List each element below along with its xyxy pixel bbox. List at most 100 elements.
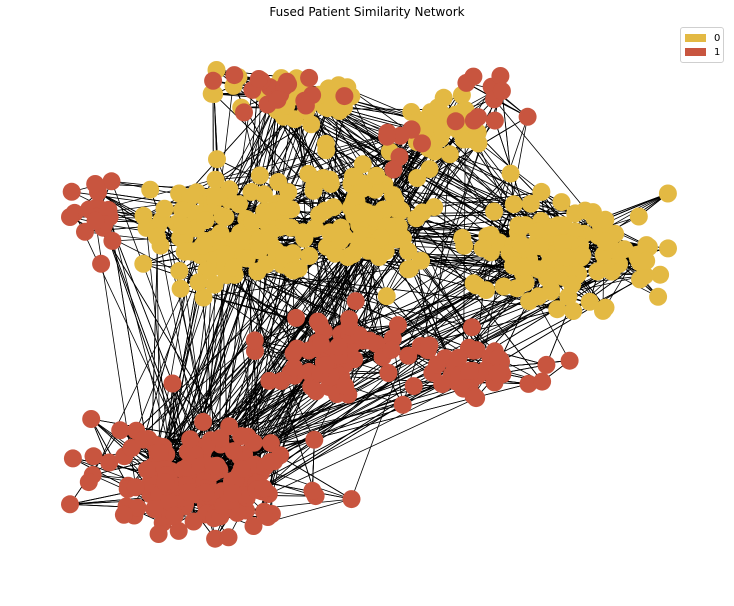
node-class-1	[463, 318, 481, 337]
node-class-0	[261, 224, 280, 243]
legend-label-0: 0	[714, 32, 721, 44]
node-class-1	[335, 87, 354, 106]
node-class-0	[428, 98, 447, 117]
node-class-0	[189, 273, 208, 292]
node-class-0	[279, 183, 298, 202]
node-class-1	[206, 529, 225, 548]
node-class-0	[305, 177, 324, 196]
node-class-0	[216, 208, 235, 227]
node-class-0	[170, 262, 189, 280]
node-class-0	[594, 245, 613, 264]
node-class-1	[181, 430, 200, 449]
node-class-1	[537, 355, 556, 374]
node-class-1	[519, 374, 538, 393]
node-class-0	[141, 180, 160, 199]
node-class-0	[196, 232, 215, 250]
node-class-0	[230, 195, 249, 214]
node-class-0	[408, 169, 427, 187]
node-class-1	[340, 317, 359, 336]
node-class-1	[219, 528, 238, 547]
node-class-1	[305, 430, 324, 449]
node-class-1	[489, 349, 508, 368]
node-class-0	[367, 166, 386, 185]
node-class-1	[232, 427, 251, 446]
node-class-1	[61, 495, 79, 514]
node-class-1	[460, 361, 479, 380]
node-class-0	[208, 150, 226, 169]
node-class-1	[160, 492, 178, 511]
node-class-1	[254, 479, 273, 498]
node-class-1	[393, 395, 412, 414]
node-class-1	[518, 107, 537, 126]
node-class-0	[316, 201, 335, 220]
edge	[400, 135, 430, 346]
edge	[254, 321, 319, 341]
node-class-0	[351, 204, 370, 223]
node-class-0	[494, 277, 513, 296]
node-class-0	[250, 166, 269, 185]
node-class-1	[232, 460, 251, 478]
node-class-1	[316, 356, 335, 375]
node-class-0	[209, 187, 228, 206]
node-class-1	[287, 308, 306, 327]
node-class-1	[261, 452, 280, 471]
node-class-0	[528, 222, 547, 241]
node-class-1	[79, 473, 98, 492]
node-class-1	[296, 96, 315, 115]
edge	[442, 131, 543, 233]
node-class-1	[384, 160, 403, 179]
node-class-0	[596, 210, 615, 229]
node-class-0	[243, 213, 262, 232]
node-class-0	[501, 164, 520, 183]
node-class-0	[659, 239, 677, 258]
node-class-0	[257, 255, 276, 274]
node-class-1	[285, 358, 303, 377]
node-class-0	[509, 216, 528, 235]
node-class-0	[173, 216, 192, 235]
node-class-0	[242, 182, 261, 201]
node-class-0	[473, 239, 492, 258]
node-class-0	[206, 170, 225, 189]
edge	[216, 261, 570, 467]
node-class-1	[138, 460, 156, 479]
node-class-0	[360, 237, 379, 256]
node-class-1	[220, 417, 239, 436]
node-class-1	[163, 374, 182, 393]
node-class-1	[382, 340, 401, 359]
node-class-0	[563, 275, 582, 294]
node-class-1	[111, 421, 130, 440]
node-class-1	[342, 490, 361, 509]
node-class-0	[420, 160, 439, 179]
node-class-0	[658, 184, 677, 203]
node-class-1	[464, 341, 483, 360]
node-class-1	[491, 67, 510, 85]
node-class-0	[529, 260, 547, 279]
edge	[268, 397, 477, 495]
edge	[325, 102, 543, 382]
node-class-1	[102, 172, 121, 191]
edge	[154, 383, 443, 445]
node-class-1	[420, 336, 439, 355]
node-class-0	[216, 245, 235, 264]
node-class-0	[629, 207, 648, 226]
node-class-1	[312, 334, 330, 353]
node-class-1	[196, 483, 215, 502]
node-class-0	[467, 276, 486, 295]
node-class-1	[92, 254, 111, 273]
node-class-0	[531, 237, 550, 256]
node-class-1	[62, 182, 81, 201]
node-class-0	[639, 238, 658, 256]
edge	[165, 94, 292, 485]
node-class-1	[235, 103, 253, 122]
node-class-0	[515, 258, 534, 277]
node-class-1	[100, 453, 119, 472]
node-class-0	[331, 231, 350, 250]
legend-swatch-1	[685, 48, 706, 56]
node-class-0	[637, 251, 656, 270]
node-class-1	[114, 505, 133, 524]
node-class-0	[205, 275, 224, 294]
node-class-1	[204, 71, 223, 90]
legend-swatch-0	[685, 34, 706, 42]
node-class-1	[428, 355, 446, 374]
